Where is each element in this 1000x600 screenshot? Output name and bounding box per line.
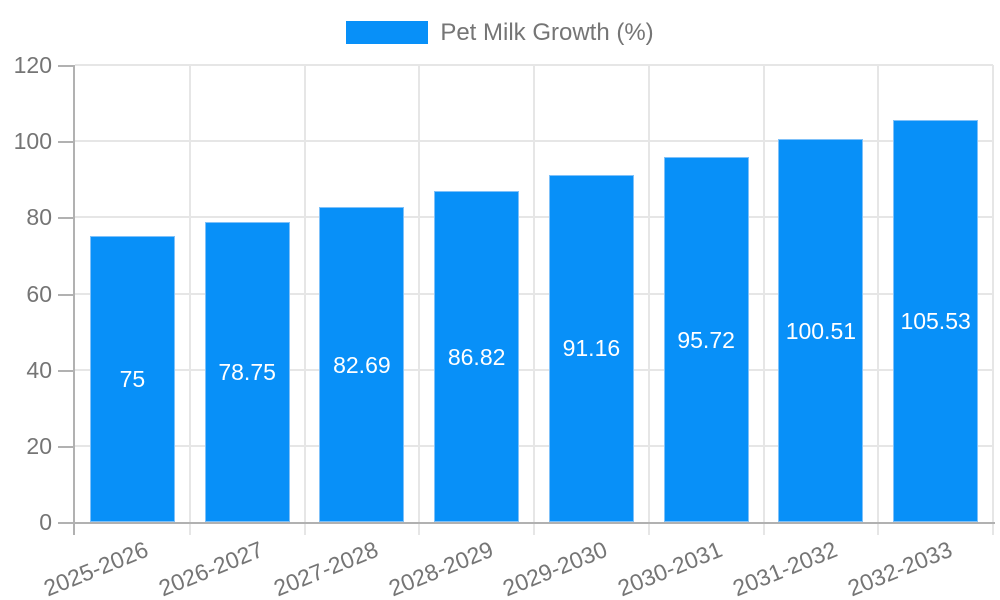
y-tick <box>58 65 73 67</box>
y-axis-line <box>73 65 75 535</box>
x-gridline <box>188 65 191 535</box>
y-tick-label: 100 <box>13 128 52 155</box>
legend-label: Pet Milk Growth (%) <box>440 19 654 46</box>
bar-2026-2027[interactable] <box>204 222 290 522</box>
y-tick-label: 120 <box>13 52 52 78</box>
legend-item[interactable]: Pet Milk Growth (%) <box>0 20 1000 45</box>
bar-value-label: 100.51 <box>785 317 857 344</box>
x-gridline <box>303 65 306 535</box>
y-tick <box>58 141 73 144</box>
bar-2032-2033[interactable] <box>893 120 979 522</box>
x-axis-line <box>58 522 995 524</box>
x-gridline <box>418 65 421 535</box>
x-gridline <box>877 65 880 535</box>
bar-value-label: 105.53 <box>900 308 971 335</box>
x-tick-label: 2025-2026 <box>40 536 153 600</box>
x-tick-label: 2027-2028 <box>269 536 382 600</box>
y-tick-label: 0 <box>39 509 52 535</box>
bar-value-label: 91.16 <box>562 335 621 362</box>
x-tick-label: 2028-2029 <box>384 536 497 600</box>
y-tick <box>58 217 73 220</box>
x-tick-label: 2029-2030 <box>499 536 612 600</box>
legend-swatch <box>346 21 429 44</box>
bar-2028-2029[interactable] <box>434 191 520 522</box>
x-gridline <box>762 65 765 535</box>
y-tick <box>58 369 73 372</box>
bar-value-label: 82.69 <box>333 351 391 378</box>
x-gridline <box>533 65 535 535</box>
bar-2025-2026[interactable] <box>89 236 175 522</box>
bar-2029-2030[interactable] <box>548 174 634 522</box>
bar-value-label: 75 <box>119 366 146 393</box>
y-tick-label: 60 <box>26 280 52 307</box>
bar-value-label: 86.82 <box>447 343 506 370</box>
bar-value-label: 95.72 <box>677 326 735 353</box>
y-tick-label: 20 <box>26 432 52 459</box>
y-tick-label: 40 <box>26 356 52 383</box>
y-tick-label: 80 <box>26 204 52 231</box>
x-tick-label: 2032-2033 <box>843 536 956 600</box>
bar-2027-2028[interactable] <box>319 207 405 522</box>
x-tick-label: 2026-2027 <box>155 536 267 600</box>
x-tick-label: 2030-2031 <box>614 536 726 600</box>
y-tick <box>58 522 73 524</box>
y-tick <box>58 293 73 296</box>
bar-2031-2032[interactable] <box>778 139 864 522</box>
x-tick-label: 2031-2032 <box>728 536 841 600</box>
bar-value-label: 78.75 <box>218 359 276 386</box>
x-gridline <box>647 65 650 535</box>
y-tick <box>58 445 73 448</box>
bar-2030-2031[interactable] <box>663 157 749 522</box>
x-gridline <box>992 65 994 535</box>
